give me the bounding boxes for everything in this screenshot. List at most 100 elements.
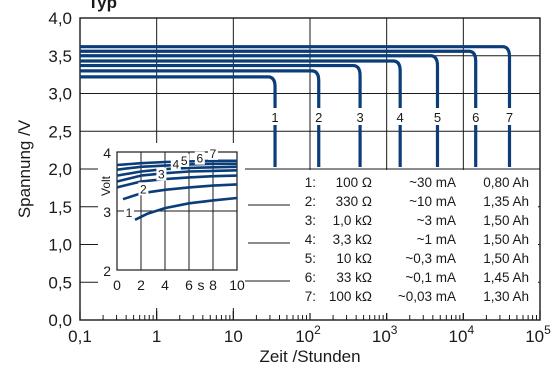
series-line-3 (80, 63, 362, 167)
y-tick-label: 3,5 (48, 47, 72, 66)
inset-label-bg (179, 153, 190, 167)
series-line-4 (80, 59, 402, 167)
inset-curve-label-5: 5 (181, 154, 188, 168)
inset-label-bg (138, 182, 149, 196)
x-tick-label: 103 (372, 323, 398, 346)
curve-label-bg (503, 108, 516, 125)
x-tick-exponent: 5 (544, 323, 551, 337)
inset-series-line-3 (116, 174, 238, 189)
curve-label-2: 2 (315, 110, 322, 125)
x-tick-label: 105 (525, 323, 551, 346)
inset-label-bg (156, 167, 167, 181)
series-line-2 (80, 69, 321, 167)
curve-label-bg (431, 108, 444, 125)
x-tick-base: 10 (295, 327, 314, 346)
table-cell-current: ~0,03 mA (398, 289, 456, 304)
curve-label-1: 1 (271, 110, 278, 125)
inset-y-axis-title: Volt (99, 175, 113, 196)
table-cell-id: 6: (305, 270, 316, 285)
table-cell-capacity: 1,50 Ah (483, 232, 529, 247)
table-cell-load: 100 Ω (336, 175, 372, 190)
table-cell-current: ~0,3 mA (405, 251, 456, 266)
inset-series-line-1 (134, 196, 238, 221)
inset-curve-label-3: 3 (158, 168, 165, 182)
series-line-7 (80, 45, 512, 167)
y-tick-label: 1,0 (48, 236, 72, 255)
inset-series-line-2 (122, 183, 238, 201)
series-line-1 (80, 75, 277, 167)
y-axis-title: Spannung /V (15, 119, 34, 218)
curve-label-4: 4 (397, 110, 404, 125)
series-line-6 (80, 49, 478, 167)
table-cell-id: 5: (305, 251, 316, 266)
table-cell-capacity: 1,30 Ah (483, 289, 529, 304)
table-cell-id: 7: (305, 289, 316, 304)
x-tick-exponent: 3 (391, 323, 398, 337)
x-tick-base: 10 (224, 327, 243, 346)
x-tick-base: 10 (525, 327, 544, 346)
inset-label-bg (194, 151, 205, 165)
table-cell-id: 4: (305, 232, 316, 247)
y-tick-label: 0,0 (48, 311, 72, 330)
inset-x-tick-label: 0 (113, 277, 121, 293)
inset-x-tick-label: 4 (161, 277, 169, 293)
x-tick-label: 0,1 (68, 327, 92, 346)
inset-x-tick-label: 2 (137, 277, 145, 293)
table-cell-id: 1: (305, 175, 316, 190)
inset-series-line-4 (116, 169, 238, 183)
curve-label-bg (269, 108, 282, 125)
x-tick-label: 10 (224, 327, 243, 346)
table-cell-current: ~10 mA (409, 194, 456, 209)
inset-label-bg (170, 157, 181, 171)
table-cell-load: 100 kΩ (329, 289, 372, 304)
inset-x-tick-label: 6 (185, 277, 193, 293)
inset-curve-label-6: 6 (196, 152, 203, 166)
table-cell-capacity: 1,45 Ah (483, 270, 529, 285)
table-cell-load: 33 kΩ (336, 270, 372, 285)
table-cell-capacity: 1,50 Ah (483, 251, 529, 266)
curve-label-5: 5 (434, 110, 441, 125)
x-tick-base: 1 (152, 327, 161, 346)
curve-label-7: 7 (506, 110, 513, 125)
table-cell-load: 10 kΩ (336, 251, 372, 266)
table-cell-capacity: 1,50 Ah (483, 213, 529, 228)
curve-label-bg (312, 108, 325, 125)
x-tick-label: 104 (449, 323, 475, 346)
x-tick-base: 10 (372, 327, 391, 346)
table-cell-id: 3: (305, 213, 316, 228)
inset-curve-label-2: 2 (140, 182, 147, 196)
table-cell-current: ~1 mA (417, 232, 456, 247)
inset-x-tick-label: 8 (209, 277, 217, 293)
y-tick-label: 2,5 (48, 122, 72, 141)
curve-label-bg (394, 108, 407, 125)
y-tick-label: 3,0 (48, 85, 72, 104)
x-axis-title: Zeit /Stunden (259, 347, 360, 366)
inset-frame (116, 151, 238, 271)
table-cell-load: 3,3 kΩ (333, 232, 372, 247)
inset-label-bg (124, 205, 134, 219)
x-tick-label: 102 (295, 323, 321, 346)
table-cell-capacity: 1,35 Ah (483, 194, 529, 209)
inset-label-bg (208, 146, 218, 160)
table-cell-load: 1,0 kΩ (333, 213, 372, 228)
table-cell-current: ~30 mA (409, 175, 456, 190)
curve-label-3: 3 (356, 110, 363, 125)
x-tick-exponent: 2 (314, 323, 321, 337)
chart-title: Typ (88, 0, 117, 12)
inset-curve-label-7: 7 (210, 147, 217, 161)
inset-x-tick-label: 10 (229, 277, 245, 293)
table-cell-current: ~0,1 mA (405, 270, 456, 285)
x-tick-label: 1 (152, 327, 161, 346)
y-tick-label: 4,0 (48, 9, 72, 28)
table-cell-id: 2: (305, 194, 316, 209)
table-background (245, 170, 538, 313)
y-tick-label: 0,5 (48, 273, 72, 292)
y-tick-label: 1,5 (48, 198, 72, 217)
x-tick-exponent: 4 (467, 323, 474, 337)
x-tick-base: 0,1 (68, 327, 92, 346)
table-cell-current: ~3 mA (417, 213, 456, 228)
inset-y-tick-label: 4 (103, 145, 111, 161)
inset-x-unit: s (198, 277, 205, 293)
